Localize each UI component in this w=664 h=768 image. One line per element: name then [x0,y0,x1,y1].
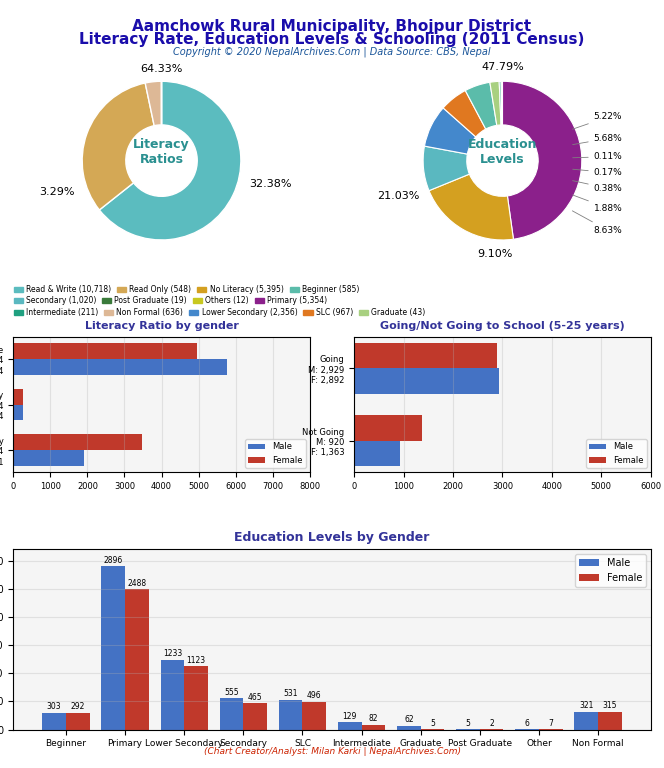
Legend: Intermediate (211), Non Formal (636), Lower Secondary (2,356), SLC (967), Gradua: Intermediate (211), Non Formal (636), Lo… [11,305,428,320]
Bar [161,660,184,730]
Title: Education Levels by Gender: Education Levels by Gender [234,531,430,544]
Text: 1123: 1123 [187,656,206,664]
Text: 303: 303 [46,702,61,711]
Text: 321: 321 [579,701,594,710]
Wedge shape [443,91,486,137]
Bar [102,566,125,730]
Bar [184,667,208,730]
Bar [42,713,66,730]
Wedge shape [499,81,502,125]
Legend: Secondary (1,020), Post Graduate (19), Others (12), Primary (5,354): Secondary (1,020), Post Graduate (19), O… [11,293,331,309]
Text: 5.68%: 5.68% [572,134,622,144]
Text: 64.33%: 64.33% [140,65,183,74]
Wedge shape [429,174,513,240]
Text: 129: 129 [343,712,357,720]
Wedge shape [82,83,154,210]
Text: 47.79%: 47.79% [481,62,524,72]
Bar [302,702,326,730]
Wedge shape [100,81,241,240]
Text: 82: 82 [369,714,378,723]
Bar [354,415,422,441]
Wedge shape [490,81,501,125]
Bar [13,343,197,359]
Bar [354,369,499,394]
Bar [598,712,622,730]
Legend: Male, Female: Male, Female [576,554,646,587]
Text: (Chart Creator/Analyst: Milan Karki | NepalArchives.Com): (Chart Creator/Analyst: Milan Karki | Ne… [203,747,461,756]
Bar [574,711,598,730]
Text: 9.10%: 9.10% [477,250,512,260]
Bar [279,700,302,730]
Text: 8.63%: 8.63% [572,211,622,235]
Wedge shape [145,81,161,126]
Text: 555: 555 [224,687,239,697]
Wedge shape [465,82,497,129]
Text: 496: 496 [307,691,321,700]
Text: 0.11%: 0.11% [573,152,622,161]
Bar [338,723,362,730]
Text: 465: 465 [248,693,262,702]
Bar [243,703,267,730]
Bar [397,726,421,730]
Bar [13,434,142,450]
Bar [66,713,90,730]
Text: 1.88%: 1.88% [572,195,622,213]
Bar [13,405,23,420]
Wedge shape [501,81,502,125]
Text: 5.22%: 5.22% [572,112,622,129]
Text: 2: 2 [489,719,494,728]
Legend: Male, Female: Male, Female [245,439,305,468]
Bar [362,725,385,730]
Text: Aamchowk Rural Municipality, Bhojpur District: Aamchowk Rural Municipality, Bhojpur Dis… [132,19,532,35]
Text: 6: 6 [525,719,530,727]
Text: 5: 5 [430,719,435,727]
Bar [220,698,243,730]
Text: 3.29%: 3.29% [39,187,74,197]
Text: 1233: 1233 [163,650,182,658]
Title: Literacy Ratio by gender: Literacy Ratio by gender [84,320,238,330]
Text: Copyright © 2020 NepalArchives.Com | Data Source: CBS, Nepal: Copyright © 2020 NepalArchives.Com | Dat… [173,46,491,57]
Wedge shape [423,146,469,190]
Text: 7: 7 [548,719,553,727]
Text: 2896: 2896 [104,556,123,564]
Title: Going/Not Going to School (5-25 years): Going/Not Going to School (5-25 years) [380,320,625,330]
Wedge shape [424,108,476,154]
Legend: Read & Write (10,718), Read Only (548), No Literacy (5,395), Beginner (585): Read & Write (10,718), Read Only (548), … [11,282,362,297]
Bar [13,389,23,405]
Bar [125,589,149,730]
Bar [13,359,226,375]
Wedge shape [503,81,582,239]
Text: 21.03%: 21.03% [376,191,419,201]
Bar [13,450,84,466]
Text: 2488: 2488 [127,579,147,588]
Text: 0.38%: 0.38% [572,180,622,193]
Text: 531: 531 [284,689,298,698]
Title: Education
Levels: Education Levels [467,138,537,167]
Text: 32.38%: 32.38% [249,180,291,190]
Title: Literacy
Ratios: Literacy Ratios [133,138,190,167]
Text: 62: 62 [404,716,414,724]
Text: 5: 5 [465,719,470,727]
Bar [354,441,400,466]
Bar [354,343,497,369]
Text: 0.17%: 0.17% [572,168,622,177]
Legend: Male, Female: Male, Female [586,439,647,468]
Text: Literacy Rate, Education Levels & Schooling (2011 Census): Literacy Rate, Education Levels & School… [79,32,585,48]
Text: 315: 315 [603,701,617,710]
Text: 292: 292 [70,703,85,711]
